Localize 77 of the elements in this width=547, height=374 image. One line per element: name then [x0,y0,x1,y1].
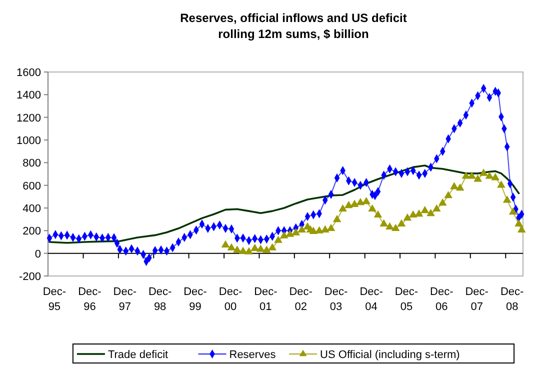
point [508,207,518,215]
y-tick-label: 1400 [16,90,41,102]
point [274,236,282,243]
point [403,213,412,221]
y-tick-label: 1200 [16,112,41,124]
point [408,210,418,218]
chart-subtitle: rolling 12m sums, $ billion [218,27,369,41]
point [280,231,288,238]
point [286,230,294,237]
y-tick-label: 600 [22,180,41,192]
point [233,246,242,253]
point [497,180,506,188]
y-tick-label: 1000 [16,135,41,147]
x-tick-label: Dec-08 [500,286,524,313]
point [502,195,512,203]
point [462,172,470,179]
point [485,172,494,179]
x-tick-label: Dec-05 [394,286,418,313]
point [397,219,406,226]
legend-label: Trade deficit [108,349,168,361]
point [344,200,353,208]
point [474,174,482,182]
point [315,226,324,234]
point [356,198,365,206]
point [368,204,376,212]
point [426,208,435,216]
y-tick-label: 200 [22,226,41,238]
y-tick-label: 400 [22,203,41,215]
point [438,198,447,206]
point [221,240,230,248]
point [420,206,430,214]
chart-title: Reserves, official inflows and US deficit [180,11,407,25]
point [268,243,277,250]
legend-label: US Official (including s-term) [320,349,460,361]
y-tick-label: 0 [34,248,41,260]
point [362,196,370,204]
point [491,173,500,180]
point [479,168,488,176]
x-tick-label: Dec-04 [360,286,384,313]
point [444,190,452,198]
y-tick-label: -200 [18,271,41,283]
point [514,219,523,226]
point [292,228,300,236]
legend-label: Reserves [229,349,276,361]
x-tick-label: Dec-03 [324,286,348,313]
point [350,200,359,208]
point [386,222,394,230]
point [244,247,254,254]
y-tick-label: 800 [22,158,41,170]
x-tick-label: Dec-02 [289,286,313,313]
point [414,209,424,217]
x-tick-label: Dec-95 [42,286,66,313]
point [326,224,336,232]
x-tick-label: Dec-99 [184,286,208,313]
point [309,226,318,234]
point [227,243,236,250]
x-tick-label: Dec-06 [430,286,454,313]
point [468,172,476,179]
x-tick-label: Dec-98 [148,286,172,313]
point [380,219,388,226]
point [432,204,441,212]
point [338,204,347,212]
point [332,214,342,222]
x-tick-label: Dec-07 [465,286,489,313]
x-tick-label: Dec-01 [254,286,278,313]
point [374,210,382,218]
point [298,225,306,233]
point [256,244,265,252]
point [391,224,400,232]
x-tick-label: Dec-00 [218,286,242,313]
x-tick-label: Dec-97 [113,286,137,313]
point [456,183,464,191]
point [262,246,271,253]
y-tick-label: 1600 [16,67,41,79]
point [250,244,259,251]
x-tick-label: Dec-96 [78,286,102,313]
point [450,182,458,190]
